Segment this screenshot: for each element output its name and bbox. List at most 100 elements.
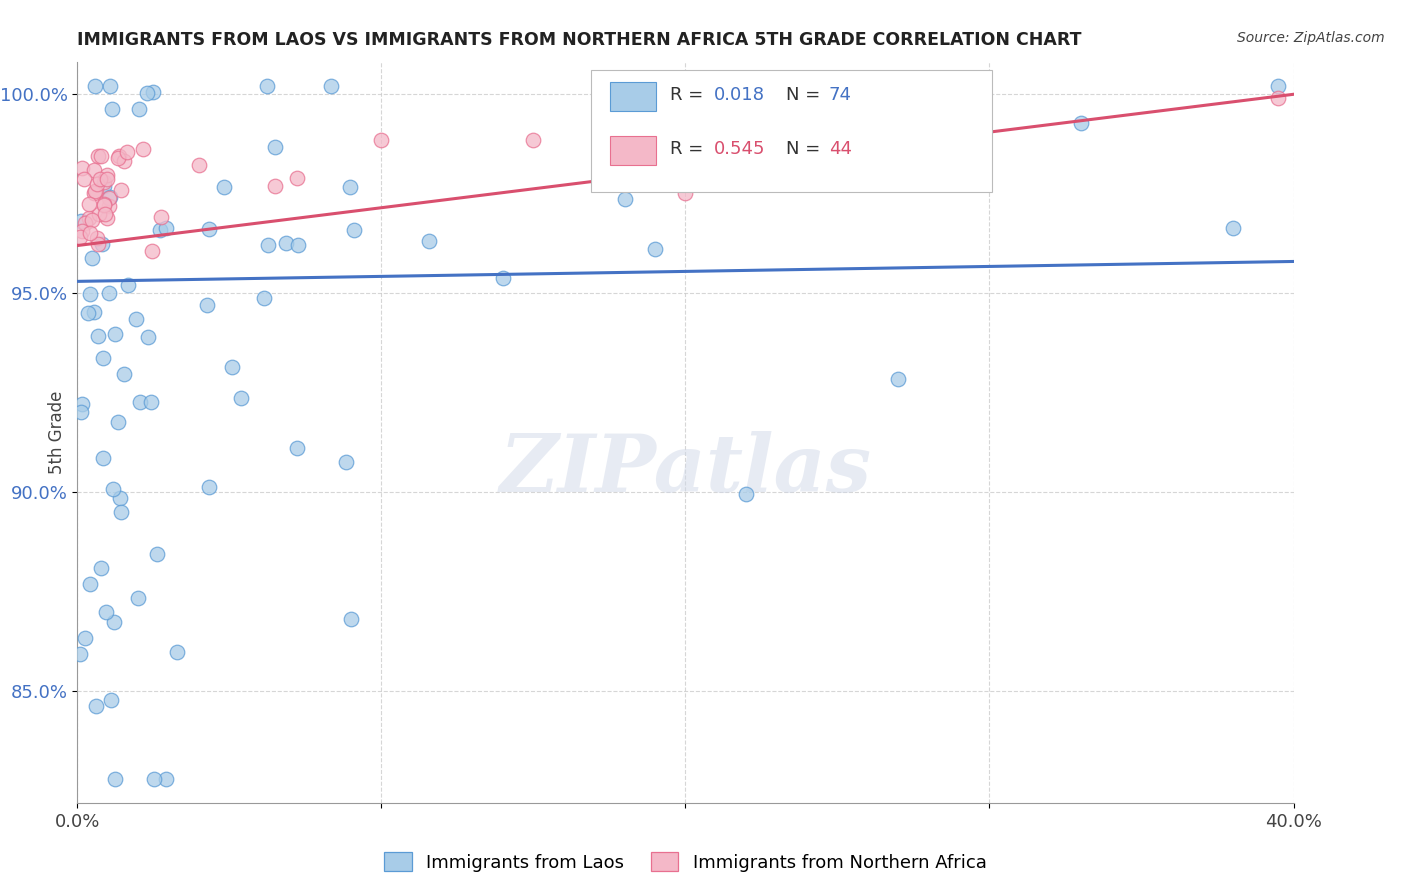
Point [104, 772, 127, 786]
Point [96, 605, 118, 619]
Bar [610, 136, 657, 165]
Point [98, 79, 121, 94]
Point [90, 561, 112, 575]
Point [75, 631, 97, 645]
FancyBboxPatch shape [591, 70, 991, 192]
Point [136, 330, 159, 344]
Point [117, 277, 139, 292]
Point [887, 372, 910, 386]
Point [339, 179, 361, 194]
Point [100, 693, 122, 707]
Point [110, 505, 132, 519]
Point [141, 244, 163, 258]
Text: N =: N = [786, 140, 827, 158]
Point [335, 455, 357, 469]
Point [91, 237, 114, 252]
Point [107, 151, 129, 165]
Point [73, 171, 96, 186]
Point [69, 647, 91, 661]
Point [143, 772, 166, 786]
Point [70, 224, 93, 238]
Point [98, 191, 121, 205]
Text: 0.545: 0.545 [713, 140, 765, 158]
Point [285, 171, 308, 186]
Point [87, 207, 110, 221]
Point [128, 395, 150, 409]
Point [195, 298, 218, 312]
Point [1267, 79, 1289, 94]
Point [80, 213, 103, 227]
Point [166, 645, 188, 659]
Text: 0.018: 0.018 [713, 86, 765, 104]
Text: R =: R = [669, 86, 709, 104]
Point [79, 226, 101, 240]
Point [197, 222, 219, 236]
Point [155, 221, 177, 235]
Point [96, 171, 118, 186]
Point [212, 179, 235, 194]
Point [93, 178, 115, 193]
Point [370, 133, 392, 147]
Point [77, 306, 100, 320]
Point [231, 392, 253, 406]
Point [79, 577, 101, 591]
Point [91, 451, 114, 466]
Point [644, 242, 666, 256]
Text: Source: ZipAtlas.com: Source: ZipAtlas.com [1237, 31, 1385, 45]
Point [112, 368, 135, 382]
Point [221, 359, 243, 374]
Point [103, 615, 125, 629]
Point [198, 480, 221, 494]
Point [79, 197, 101, 211]
Text: 44: 44 [830, 140, 852, 158]
Bar [610, 82, 657, 111]
Point [108, 148, 131, 162]
Point [1222, 221, 1244, 235]
Point [256, 238, 278, 252]
Point [84, 79, 107, 94]
Point [112, 153, 135, 168]
Point [73, 216, 96, 230]
Point [70, 397, 93, 411]
Point [96, 211, 118, 226]
Point [98, 199, 121, 213]
Point [319, 79, 342, 94]
Point [90, 149, 112, 163]
Point [93, 207, 115, 221]
Legend: Immigrants from Laos, Immigrants from Northern Africa: Immigrants from Laos, Immigrants from No… [377, 845, 994, 879]
Point [87, 236, 110, 251]
Point [155, 772, 177, 786]
Text: N =: N = [786, 86, 827, 104]
Point [675, 186, 697, 200]
Point [83, 163, 105, 178]
Point [492, 271, 515, 285]
Point [70, 161, 93, 175]
Point [86, 231, 108, 245]
Point [86, 177, 108, 191]
Y-axis label: 5th Grade: 5th Grade [48, 391, 66, 475]
Point [343, 223, 366, 237]
Point [107, 415, 129, 429]
Point [127, 591, 149, 605]
Point [91, 351, 114, 366]
Point [108, 491, 131, 505]
Point [87, 149, 110, 163]
Point [70, 405, 93, 419]
Point [80, 251, 103, 265]
Point [69, 230, 91, 244]
Point [264, 140, 287, 154]
Point [125, 312, 148, 326]
Point [70, 214, 93, 228]
Point [188, 158, 211, 172]
Text: 74: 74 [830, 86, 852, 104]
Point [340, 612, 363, 626]
Point [79, 287, 101, 301]
Point [150, 210, 173, 224]
Point [276, 236, 298, 251]
Point [83, 305, 105, 319]
Point [89, 172, 111, 186]
Point [93, 196, 115, 211]
Point [96, 168, 118, 182]
Point [522, 133, 544, 147]
Text: R =: R = [669, 140, 709, 158]
